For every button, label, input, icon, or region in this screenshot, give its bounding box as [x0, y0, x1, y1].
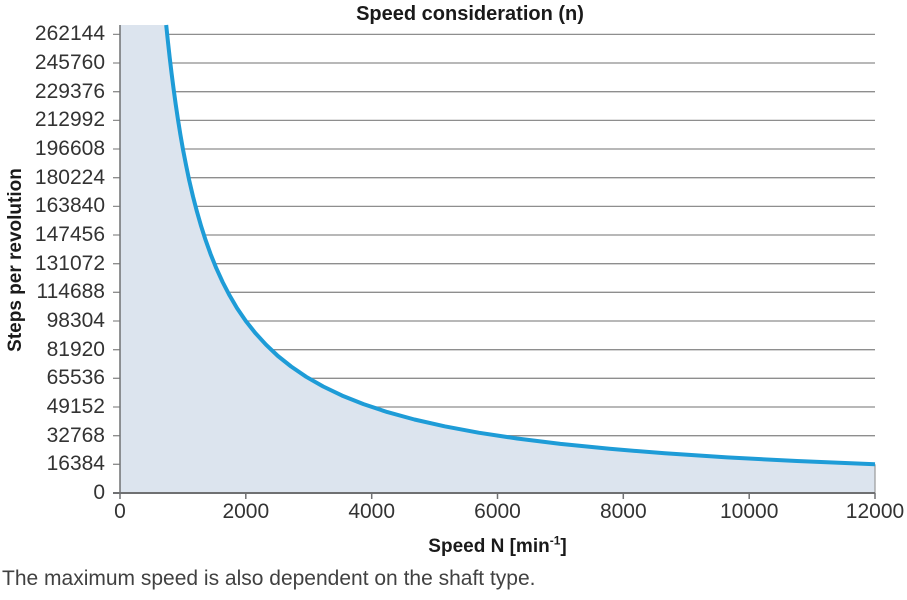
y-tick-label: 212992 — [34, 108, 105, 132]
area-fill — [120, 25, 875, 493]
y-tick-label: 32768 — [46, 423, 105, 447]
x-tick-label: 6000 — [474, 500, 521, 523]
x-axis-title-bracket: ] — [560, 536, 567, 557]
figure-caption: The maximum speed is also dependent on t… — [2, 567, 536, 590]
x-axis-title-superscript: -1 — [549, 533, 561, 548]
chart-title: Speed consideration (n) — [356, 3, 584, 25]
y-tick-label: 65536 — [46, 366, 105, 390]
y-tick-label: 180224 — [34, 165, 105, 189]
y-tick-label: 131072 — [34, 251, 105, 275]
y-tick-label: 16384 — [46, 452, 105, 476]
x-axis-title: Speed N [min-1] — [120, 533, 875, 558]
y-tick-label: 49152 — [46, 395, 105, 418]
y-tick-label: 0 — [93, 481, 105, 504]
y-tick-label: 262144 — [34, 22, 105, 46]
x-tick-label: 4000 — [348, 500, 396, 523]
y-tick-label: 163840 — [34, 194, 105, 218]
y-tick-label: 147456 — [34, 223, 105, 246]
x-tick-label: 2000 — [222, 500, 270, 523]
x-tick-label: 0 — [114, 500, 126, 523]
y-tick-label: 98304 — [46, 309, 105, 332]
y-tick-label: 245760 — [34, 51, 105, 74]
speed-curve — [164, 24, 876, 467]
x-tick-label: 10000 — [719, 500, 779, 523]
x-tick-label: 12000 — [845, 500, 905, 523]
x-axis-title-text: Speed N [min — [428, 536, 550, 557]
y-tick-label: 81920 — [46, 337, 105, 361]
y-tick-label: 196608 — [34, 137, 105, 160]
y-tick-label: 114688 — [36, 280, 105, 304]
x-tick-label: 8000 — [599, 500, 647, 523]
y-tick-label: 229376 — [34, 79, 105, 103]
